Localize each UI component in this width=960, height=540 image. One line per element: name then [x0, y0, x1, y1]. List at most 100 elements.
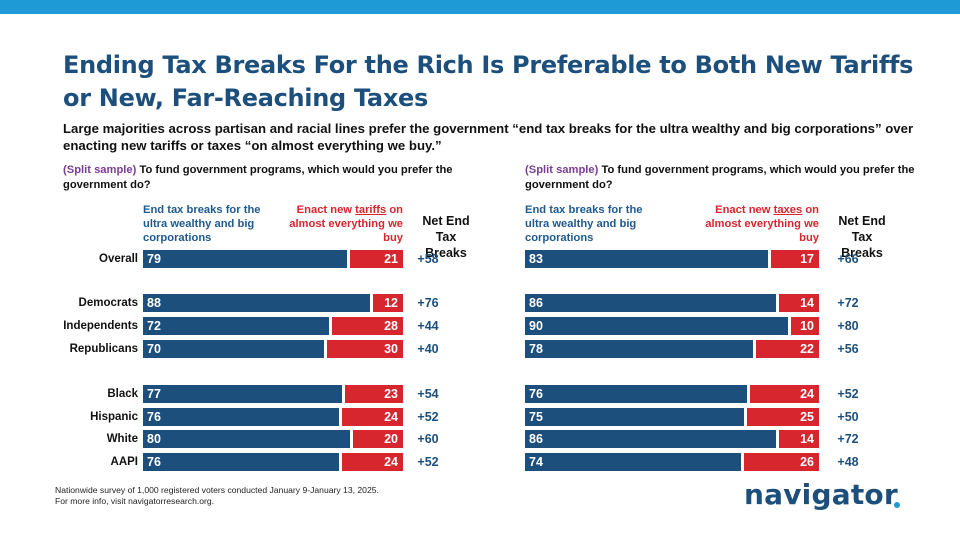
bar-value-label: 24 — [384, 410, 398, 424]
bar-value-label: 10 — [800, 319, 814, 333]
net-value: +54 — [417, 387, 439, 401]
bar-value-label: 14 — [800, 432, 814, 446]
question-body: To fund government programs, which would… — [63, 164, 453, 191]
bar-enact-new: 14 — [779, 430, 819, 448]
bar-value-label: 24 — [800, 387, 814, 401]
bar-value-label: 70 — [147, 342, 161, 356]
header-end-tax-breaks: End tax breaks for the ultra wealthy and… — [143, 204, 261, 244]
bar-end-tax-breaks: 70 — [143, 340, 324, 358]
bar-value-label: 24 — [384, 455, 398, 469]
page-subtitle: Large majorities across partisan and rac… — [63, 121, 914, 153]
net-value: +52 — [417, 410, 439, 424]
bar-value-label: 77 — [147, 387, 161, 401]
bar-value-label: 76 — [529, 387, 543, 401]
bar-value-label: 14 — [800, 296, 814, 310]
bar-enact-new: 20 — [352, 430, 403, 448]
header-enact-taxes: Enact new taxes on almost everything we … — [705, 204, 819, 244]
net-value: +76 — [417, 296, 439, 310]
net-value: +56 — [837, 342, 859, 356]
bar-enact-new: 17 — [770, 250, 819, 268]
bar-value-label: 74 — [529, 455, 543, 469]
bar-value-label: 83 — [529, 252, 543, 266]
bar-value-label: 86 — [529, 432, 543, 446]
header-net-taxes: Net End Tax Breaks — [838, 214, 886, 260]
bar-end-tax-breaks: 76 — [143, 408, 340, 426]
category-label: Black — [107, 388, 138, 400]
question-text-tariffs: (Split sample) To fund government progra… — [63, 163, 473, 193]
bar-end-tax-breaks: 79 — [143, 250, 347, 268]
header-end-tax-breaks: End tax breaks for the ultra wealthy and… — [525, 204, 643, 244]
net-value: +48 — [837, 455, 859, 469]
net-value: +40 — [417, 342, 439, 356]
question-text-taxes: (Split sample) To fund government progra… — [525, 163, 935, 193]
bar-value-label: 25 — [800, 410, 814, 424]
bar-value-label: 75 — [529, 410, 543, 424]
keyword-taxes: taxes — [773, 204, 803, 216]
bar-end-tax-breaks: 90 — [525, 317, 789, 335]
bar-value-label: 76 — [147, 410, 161, 424]
bar-enact-new: 26 — [744, 453, 819, 471]
bar-enact-new: 30 — [326, 340, 403, 358]
question-body: To fund government programs, which would… — [525, 164, 915, 191]
bar-enact-new: 24 — [342, 453, 403, 471]
bar-end-tax-breaks: 75 — [525, 408, 744, 426]
bar-end-tax-breaks: 76 — [143, 453, 340, 471]
page-title: Ending Tax Breaks For the Rich Is Prefer… — [63, 51, 914, 112]
bar-end-tax-breaks: 77 — [143, 385, 342, 403]
footnote-link: For more info, visit navigatorresearch.o… — [55, 496, 215, 506]
bar-end-tax-breaks: 88 — [143, 294, 371, 312]
net-value: +66 — [837, 252, 859, 266]
net-value: +60 — [417, 432, 439, 446]
bar-value-label: 20 — [384, 432, 398, 446]
bar-value-label: 26 — [800, 455, 814, 469]
bar-value-label: 90 — [529, 319, 543, 333]
bar-enact-new: 10 — [791, 317, 819, 335]
bar-value-label: 12 — [384, 296, 398, 310]
bar-value-label: 79 — [147, 252, 161, 266]
bar-enact-new: 23 — [344, 385, 403, 403]
bar-value-label: 72 — [147, 319, 161, 333]
net-value: +72 — [837, 296, 859, 310]
split-sample-label: (Split sample) — [63, 164, 137, 176]
bar-enact-new: 14 — [779, 294, 819, 312]
bar-value-label: 88 — [147, 296, 161, 310]
header-enact-tariffs: Enact new tariffs on almost everything w… — [289, 204, 403, 244]
bar-value-label: 86 — [529, 296, 543, 310]
top-accent-bar — [0, 0, 960, 14]
bar-enact-new: 25 — [747, 408, 819, 426]
bar-value-label: 78 — [529, 342, 543, 356]
bar-end-tax-breaks: 78 — [525, 340, 753, 358]
bar-value-label: 76 — [147, 455, 161, 469]
bar-enact-new: 24 — [342, 408, 403, 426]
net-value: +44 — [417, 319, 439, 333]
bar-enact-new: 22 — [755, 340, 819, 358]
logo-dot — [894, 502, 900, 508]
bar-enact-new: 24 — [749, 385, 819, 403]
bar-value-label: 80 — [147, 432, 161, 446]
category-label: Democrats — [78, 297, 138, 309]
category-label: Hispanic — [90, 411, 138, 423]
bar-end-tax-breaks: 72 — [143, 317, 329, 335]
bar-value-label: 17 — [800, 252, 814, 266]
net-value: +58 — [417, 252, 439, 266]
net-value: +72 — [837, 432, 859, 446]
bar-enact-new: 12 — [373, 294, 403, 312]
net-value: +50 — [837, 410, 859, 424]
bar-value-label: 21 — [384, 252, 398, 266]
bar-value-label: 23 — [384, 387, 398, 401]
net-value: +80 — [837, 319, 859, 333]
bar-end-tax-breaks: 86 — [525, 430, 777, 448]
net-value: +52 — [417, 455, 439, 469]
bar-value-label: 28 — [384, 319, 398, 333]
bar-enact-new: 21 — [349, 250, 403, 268]
bar-end-tax-breaks: 86 — [525, 294, 777, 312]
bar-end-tax-breaks: 83 — [525, 250, 768, 268]
footnote-survey: Nationwide survey of 1,000 registered vo… — [55, 485, 379, 495]
category-label: White — [106, 433, 138, 445]
keyword-tariffs: tariffs — [355, 204, 387, 216]
category-label: AAPI — [110, 456, 138, 468]
bar-end-tax-breaks: 76 — [525, 385, 747, 403]
header-net-tariffs: Net End Tax Breaks — [422, 214, 470, 260]
split-sample-label: (Split sample) — [525, 164, 599, 176]
navigator-logo: navigator — [744, 478, 898, 511]
